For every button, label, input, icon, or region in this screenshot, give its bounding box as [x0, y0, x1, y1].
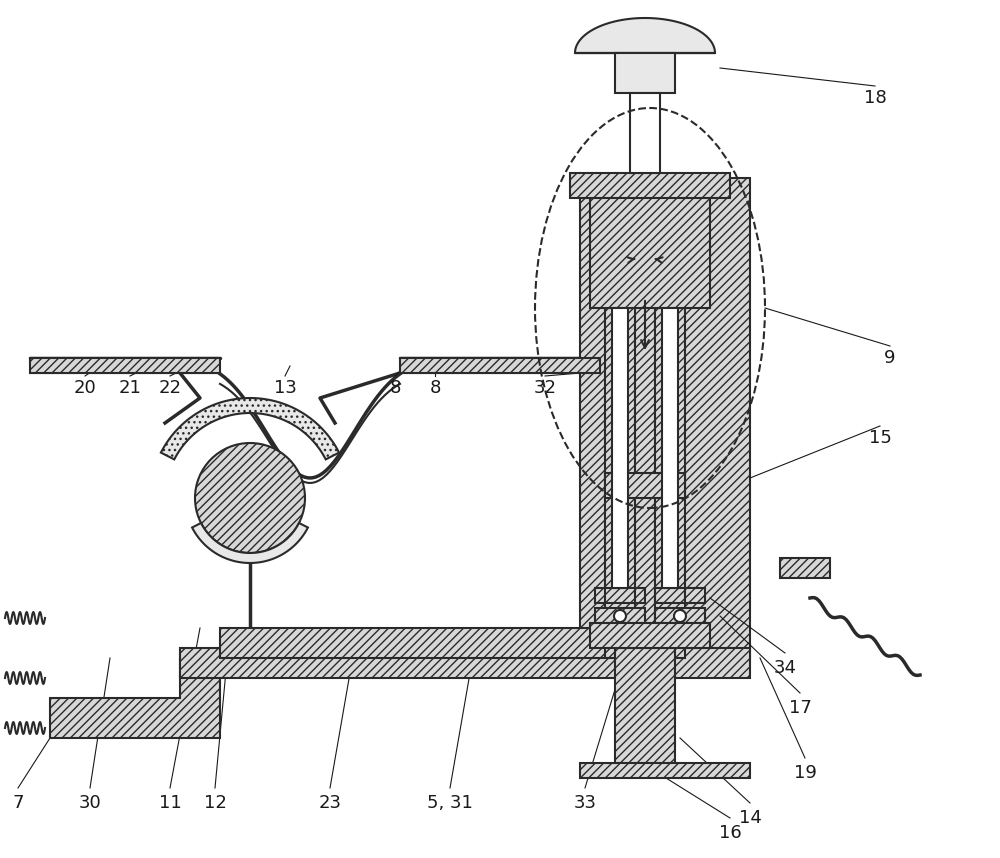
Polygon shape: [630, 93, 660, 173]
Text: 20: 20: [74, 379, 96, 397]
Text: 32: 32: [534, 379, 556, 397]
Circle shape: [674, 610, 686, 622]
Polygon shape: [220, 628, 650, 658]
Text: 33: 33: [574, 794, 596, 812]
Polygon shape: [220, 648, 280, 658]
Polygon shape: [570, 173, 730, 198]
Text: 30: 30: [79, 794, 101, 812]
Text: 9: 9: [884, 349, 896, 367]
Polygon shape: [30, 358, 220, 373]
Text: 15: 15: [869, 429, 891, 447]
Text: 14: 14: [739, 809, 761, 827]
Polygon shape: [655, 608, 705, 623]
Polygon shape: [662, 308, 678, 588]
Polygon shape: [580, 178, 750, 658]
Polygon shape: [580, 763, 750, 778]
Polygon shape: [400, 358, 600, 373]
Text: 17: 17: [789, 699, 811, 717]
Polygon shape: [161, 398, 339, 459]
Polygon shape: [605, 473, 685, 498]
Polygon shape: [590, 178, 710, 308]
Circle shape: [614, 610, 626, 622]
Text: 23: 23: [318, 794, 342, 812]
Polygon shape: [180, 648, 650, 678]
Polygon shape: [780, 558, 830, 578]
Polygon shape: [615, 648, 675, 768]
Circle shape: [195, 443, 305, 553]
Text: 8: 8: [429, 379, 441, 397]
Text: 8: 8: [389, 379, 401, 397]
Text: 7: 7: [12, 794, 24, 812]
Text: 13: 13: [274, 379, 296, 397]
Text: 16: 16: [719, 824, 741, 842]
Polygon shape: [605, 308, 635, 658]
Text: 18: 18: [864, 89, 886, 107]
Polygon shape: [575, 18, 715, 53]
Text: 21: 21: [119, 379, 141, 397]
Polygon shape: [192, 523, 308, 563]
Polygon shape: [615, 53, 675, 93]
Polygon shape: [650, 648, 750, 678]
Polygon shape: [595, 608, 645, 623]
Polygon shape: [655, 308, 685, 658]
Polygon shape: [50, 658, 220, 738]
Text: 5, 31: 5, 31: [427, 794, 473, 812]
Polygon shape: [590, 623, 710, 648]
Polygon shape: [612, 308, 628, 588]
Text: 12: 12: [204, 794, 226, 812]
Text: 34: 34: [774, 659, 796, 677]
Text: 11: 11: [159, 794, 181, 812]
Text: 22: 22: [158, 379, 182, 397]
Text: 19: 19: [794, 764, 816, 782]
